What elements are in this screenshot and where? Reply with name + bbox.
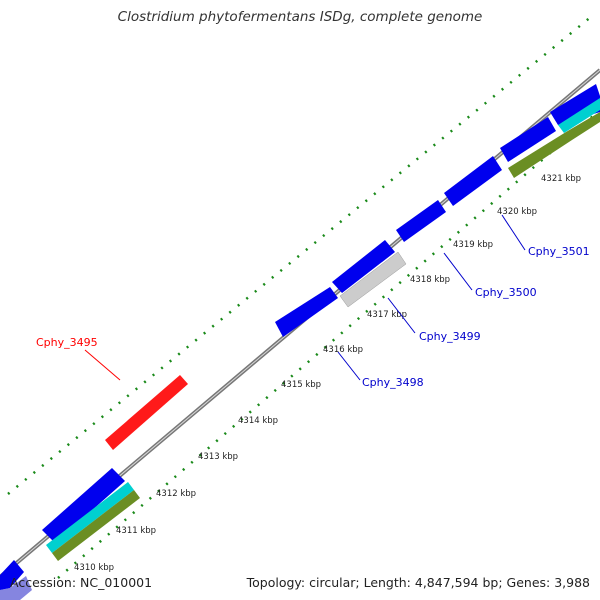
tick-label: 4320 kbp xyxy=(497,207,537,217)
bottom-left-feature[interactable] xyxy=(0,576,32,600)
topology-text: Topology: circular; Length: 4,847,594 bp… xyxy=(246,575,590,590)
inner-dotted-track xyxy=(57,109,600,579)
gene-label-cphy-3499[interactable]: Cphy_3499 xyxy=(419,330,481,343)
olive-feature[interactable] xyxy=(508,112,600,178)
gene-label-cphy-3500[interactable]: Cphy_3500 xyxy=(475,286,537,299)
leader-cphy-3499 xyxy=(387,297,416,334)
tick-labels: 4310 kbp 4311 kbp 4312 kbp 4313 kbp 4314… xyxy=(74,174,581,573)
cds-feature[interactable] xyxy=(42,468,125,543)
cds-feature-cphy-3495[interactable] xyxy=(105,375,188,450)
tick-label: 4314 kbp xyxy=(238,416,278,426)
secondary-tracks xyxy=(0,98,600,600)
rna-feature[interactable] xyxy=(339,251,407,308)
leader-cphy-3495 xyxy=(84,349,121,381)
accession-text: Accession: NC_010001 xyxy=(10,575,153,590)
tick-label: 4315 kbp xyxy=(281,380,321,390)
cds-features xyxy=(0,84,600,590)
cyan-feature[interactable] xyxy=(558,98,600,133)
tick-label: 4312 kbp xyxy=(156,489,196,499)
olive-feature[interactable] xyxy=(52,490,140,561)
gene-label-cphy-3495[interactable]: Cphy_3495 xyxy=(36,336,98,349)
gene-label-cphy-3501[interactable]: Cphy_3501 xyxy=(528,245,590,258)
label-leaders xyxy=(84,214,526,381)
tick-label: 4313 kbp xyxy=(198,452,238,462)
cds-feature[interactable] xyxy=(0,560,24,590)
leader-cphy-3498 xyxy=(337,351,361,381)
tick-label: 4310 kbp xyxy=(74,563,114,573)
map-title: Clostridium phytofermentans ISDg, comple… xyxy=(117,9,483,25)
outer-dotted-track xyxy=(7,15,593,495)
tick-label: 4316 kbp xyxy=(323,345,363,355)
gene-label-cphy-3498[interactable]: Cphy_3498 xyxy=(362,376,424,389)
leader-cphy-3501 xyxy=(501,214,526,251)
cds-feature[interactable] xyxy=(396,200,446,242)
cds-feature[interactable] xyxy=(275,287,338,337)
gene-labels: Cphy_3495 Cphy_3498 Cphy_3499 Cphy_3500 … xyxy=(36,245,590,389)
tick-label: 4311 kbp xyxy=(116,526,156,536)
cyan-feature[interactable] xyxy=(46,482,134,553)
cds-feature[interactable] xyxy=(444,156,502,206)
tick-label: 4317 kbp xyxy=(367,310,407,320)
tick-label: 4321 kbp xyxy=(541,174,581,184)
tick-label: 4319 kbp xyxy=(453,240,493,250)
tick-label: 4318 kbp xyxy=(410,275,450,285)
leader-cphy-3500 xyxy=(443,252,473,291)
cds-feature[interactable] xyxy=(332,240,395,293)
cds-feature[interactable] xyxy=(500,117,556,162)
